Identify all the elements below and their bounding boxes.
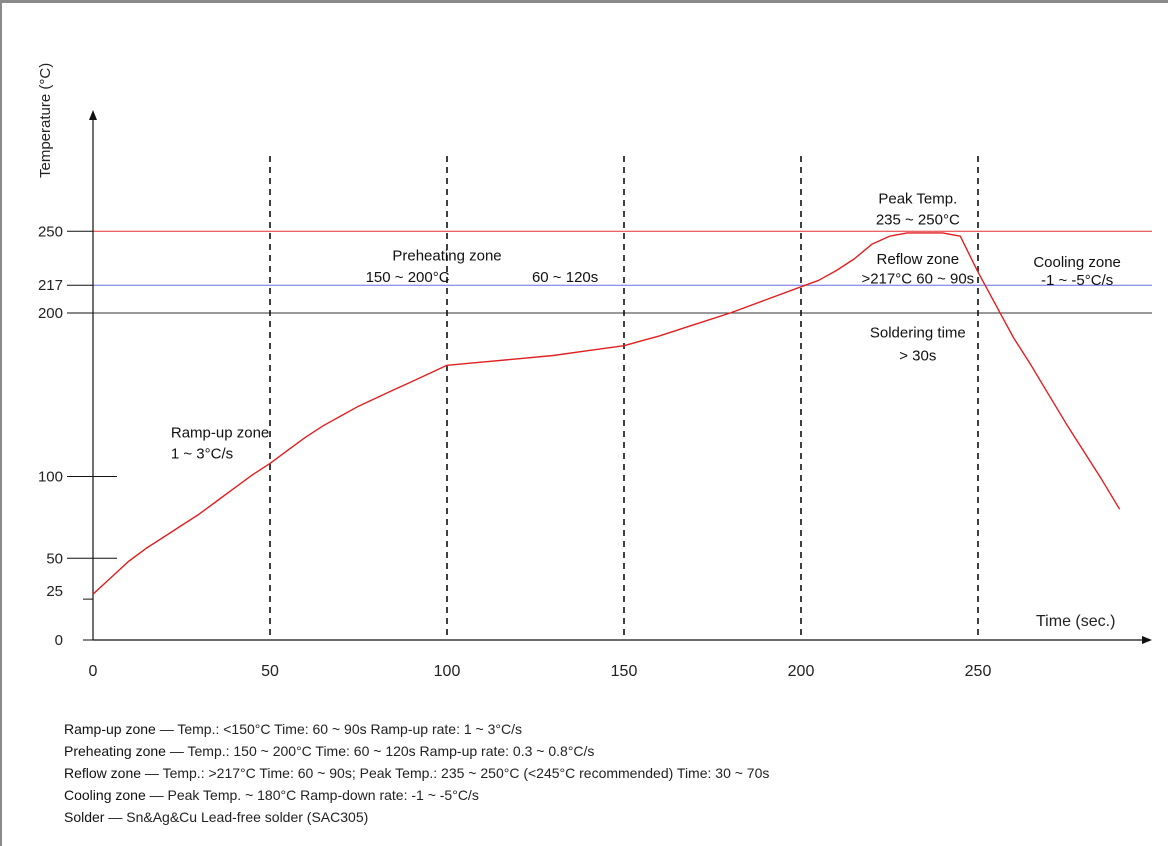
annotation-2: Preheating zone bbox=[392, 248, 501, 265]
annotation-5: Peak Temp. bbox=[878, 190, 957, 207]
annotation-7: Reflow zone bbox=[877, 251, 960, 268]
zone-notes: Ramp-up zone — Temp.: <150°C Time: 60 ~ … bbox=[64, 718, 1154, 828]
note-line: Reflow zone — Temp.: >217°C Time: 60 ~ 9… bbox=[64, 762, 1154, 784]
reflow-profile-chart: 0 25 50 100 200 217 250 0 50 100 150 200 250 Ramp-up… bbox=[37, 63, 1152, 680]
note-zone-details: — Sn&Ag&Cu Lead-free solder (SAC305) bbox=[104, 809, 369, 825]
note-line: Cooling zone — Peak Temp. ~ 180°C Ramp-d… bbox=[64, 784, 1154, 806]
y-tick-label-217: 217 bbox=[38, 277, 63, 294]
annotation-12: > 30s bbox=[899, 347, 936, 364]
y-tick-label-250: 250 bbox=[38, 223, 63, 240]
annotation-8: >217°C 60 ~ 90s bbox=[861, 271, 974, 288]
x-axis-label: Time (sec.) bbox=[1036, 613, 1115, 630]
x-tick-label-150: 150 bbox=[611, 663, 638, 680]
note-zone-details: — Temp.: >217°C Time: 60 ~ 90s; Peak Tem… bbox=[141, 765, 770, 781]
annotation-4: 60 ~ 120s bbox=[532, 269, 598, 286]
note-zone-name: Ramp-up zone bbox=[64, 721, 156, 737]
annotation-9: Cooling zone bbox=[1033, 254, 1121, 271]
note-zone-name: Reflow zone bbox=[64, 765, 142, 781]
note-zone-details: — Temp.: <150°C Time: 60 ~ 90s Ramp-up r… bbox=[155, 721, 522, 737]
note-zone-name: Cooling zone bbox=[64, 787, 146, 803]
x-tick-label-50: 50 bbox=[261, 663, 279, 680]
note-line: Solder — Sn&Ag&Cu Lead-free solder (SAC3… bbox=[64, 806, 1154, 828]
annotation-11: Soldering time bbox=[870, 325, 966, 342]
note-zone-details: — Temp.: 150 ~ 200°C Time: 60 ~ 120s Ram… bbox=[165, 743, 595, 759]
x-tick-label-0: 0 bbox=[89, 663, 98, 680]
annotation-6: 235 ~ 250°C bbox=[876, 212, 960, 229]
annotation-10: -1 ~ -5°C/s bbox=[1041, 272, 1113, 289]
y-axis-label: Temperature (°C) bbox=[37, 63, 54, 178]
x-tick-label-200: 200 bbox=[788, 663, 815, 680]
annotation-1: 1 ~ 3°C/s bbox=[171, 446, 233, 463]
x-tick-label-250: 250 bbox=[965, 663, 992, 680]
y-tick-label-50: 50 bbox=[46, 550, 63, 567]
note-line: Ramp-up zone — Temp.: <150°C Time: 60 ~ … bbox=[64, 718, 1154, 740]
note-zone-details: — Peak Temp. ~ 180°C Ramp-down rate: -1 … bbox=[145, 787, 479, 803]
annotation-0: Ramp-up zone bbox=[171, 424, 269, 441]
annotation-3: 150 ~ 200°C bbox=[366, 269, 450, 286]
temperature-profile-line bbox=[92, 232, 1121, 595]
note-zone-name: Solder bbox=[64, 809, 105, 825]
note-zone-name: Preheating zone bbox=[64, 743, 166, 759]
y-tick-label-0: 0 bbox=[55, 632, 63, 649]
x-axis-arrow bbox=[1142, 636, 1152, 644]
note-line: Preheating zone — Temp.: 150 ~ 200°C Tim… bbox=[64, 740, 1154, 762]
y-tick-label-200: 200 bbox=[38, 305, 63, 322]
y-tick-label-100: 100 bbox=[38, 469, 63, 486]
y-axis-arrow bbox=[89, 110, 97, 120]
y-tick-label-25: 25 bbox=[46, 583, 63, 600]
x-tick-label-100: 100 bbox=[434, 663, 461, 680]
